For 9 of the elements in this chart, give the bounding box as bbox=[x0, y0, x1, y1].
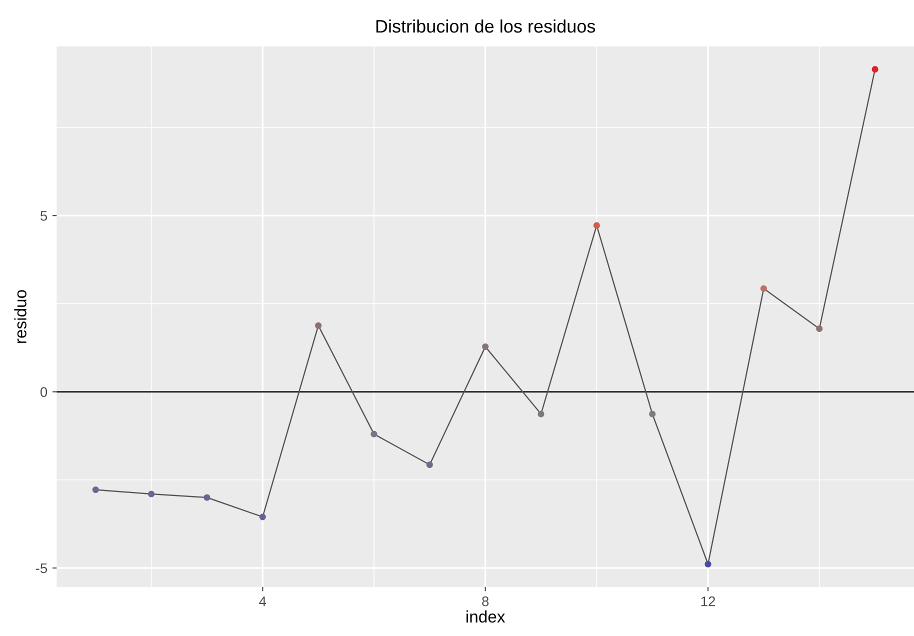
y-axis-title: residuo bbox=[14, 290, 26, 343]
x-tick-label: 4 bbox=[259, 596, 266, 606]
y-tick-label: 5 bbox=[40, 211, 48, 221]
x-tick-label: 12 bbox=[701, 596, 716, 606]
chart-title: Distribucion de los residuos bbox=[376, 19, 596, 33]
y-tick-label: -5 bbox=[36, 563, 48, 574]
y-tick-label: 0 bbox=[40, 387, 48, 397]
x-axis-title: index bbox=[466, 610, 506, 623]
x-tick-label: 8 bbox=[482, 596, 489, 606]
